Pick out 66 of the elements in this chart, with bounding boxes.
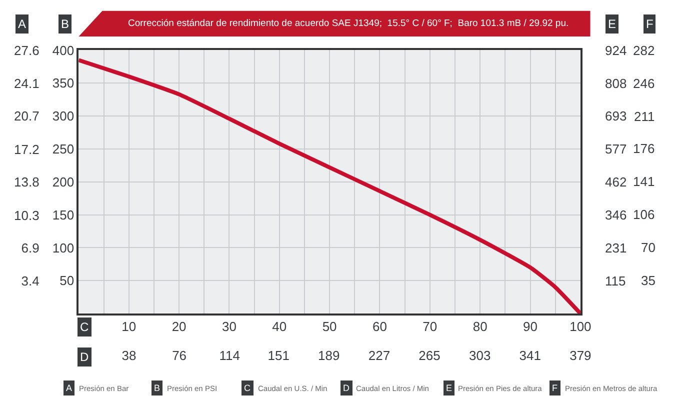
y2-tick-label: 6.9 xyxy=(21,240,40,256)
y-tick-label: 100 xyxy=(52,240,74,256)
text: 141 xyxy=(633,174,655,189)
x2-tick-label: 114 xyxy=(219,348,240,363)
x-axis-title: C xyxy=(80,320,89,334)
x-tick-label: 80 xyxy=(472,319,488,334)
y-tick-label: 50 xyxy=(60,273,74,288)
y3-tick-label: 346 xyxy=(605,207,627,222)
text: A xyxy=(66,383,72,393)
text: B xyxy=(154,383,160,393)
text: 70 xyxy=(641,240,656,255)
y-tick-label: 200 xyxy=(52,174,74,190)
y-tick-label: 400 xyxy=(52,42,74,58)
x2-tick-label: 189 xyxy=(318,348,340,363)
text: 211 xyxy=(634,109,655,124)
x2-tick-label: 303 xyxy=(468,348,491,363)
y-tick-label: 250 xyxy=(52,142,74,157)
x2-tick-label: 341 xyxy=(519,348,541,363)
y3-tick-label: 577 xyxy=(605,142,627,157)
x-tick-label: 50 xyxy=(322,319,337,334)
y2-tick-label: 10.3 xyxy=(14,208,40,223)
x-tick-label: 10 xyxy=(122,319,136,334)
text: F xyxy=(552,383,558,393)
y-axis-title: B xyxy=(61,17,70,31)
y2-tick-label: 3.4 xyxy=(21,274,40,289)
line-series xyxy=(78,58,580,314)
x2-tick-label: 227 xyxy=(368,348,390,363)
text: E xyxy=(446,383,452,393)
y2-tick-label: 27.6 xyxy=(14,42,40,58)
x2-tick-label: 76 xyxy=(172,348,187,363)
y-tick-label: 150 xyxy=(52,207,74,222)
chart-title: Corrección estándar de rendimiento de acuerdo SAE J1349; 15.5° C / 60° F; Baro 101.3 mB / 29.92 pu. xyxy=(128,18,569,29)
x2-axis-title: D xyxy=(80,350,89,364)
y-tick-label: 300 xyxy=(52,108,74,124)
x-tick-label: 40 xyxy=(272,319,287,334)
text: 35 xyxy=(641,273,656,288)
text: C xyxy=(244,383,250,393)
x2-tick-label: 379 xyxy=(570,348,592,363)
y2-axis-title: A xyxy=(18,17,26,31)
text: 246 xyxy=(633,76,655,91)
text: 106 xyxy=(633,207,655,222)
x-tick-label: 100 xyxy=(570,319,592,334)
y3-axis-title: E xyxy=(608,17,616,31)
y3-tick-label: 808 xyxy=(605,76,627,91)
y3-tick-label: 924 xyxy=(605,42,627,58)
y2-tick-label: 13.8 xyxy=(14,174,40,190)
x2-tick-label: 265 xyxy=(418,348,440,363)
text: 282 xyxy=(633,43,655,58)
x-tick-label: 90 xyxy=(523,319,538,334)
x-tick-label: 70 xyxy=(422,319,438,334)
x-tick-label: 60 xyxy=(372,319,387,334)
x-tick-label: 20 xyxy=(172,319,186,334)
y3-tick-label: 693 xyxy=(605,108,627,124)
y3-tick-label: 115 xyxy=(605,273,626,288)
y2-tick-label: 20.7 xyxy=(14,108,40,124)
text: D xyxy=(343,383,350,393)
y2-tick-label: 17.2 xyxy=(14,142,40,157)
y3-tick-label: 231 xyxy=(605,240,627,256)
y-tick-label: 350 xyxy=(52,76,74,91)
y3-tick-label: 462 xyxy=(605,174,627,190)
text: 176 xyxy=(633,141,655,156)
x2-tick-label: 151 xyxy=(268,348,290,363)
y2-tick-label: 24.1 xyxy=(14,76,40,92)
x-tick-label: 30 xyxy=(222,319,236,334)
text: F xyxy=(646,17,654,31)
x2-tick-label: 38 xyxy=(122,348,136,363)
